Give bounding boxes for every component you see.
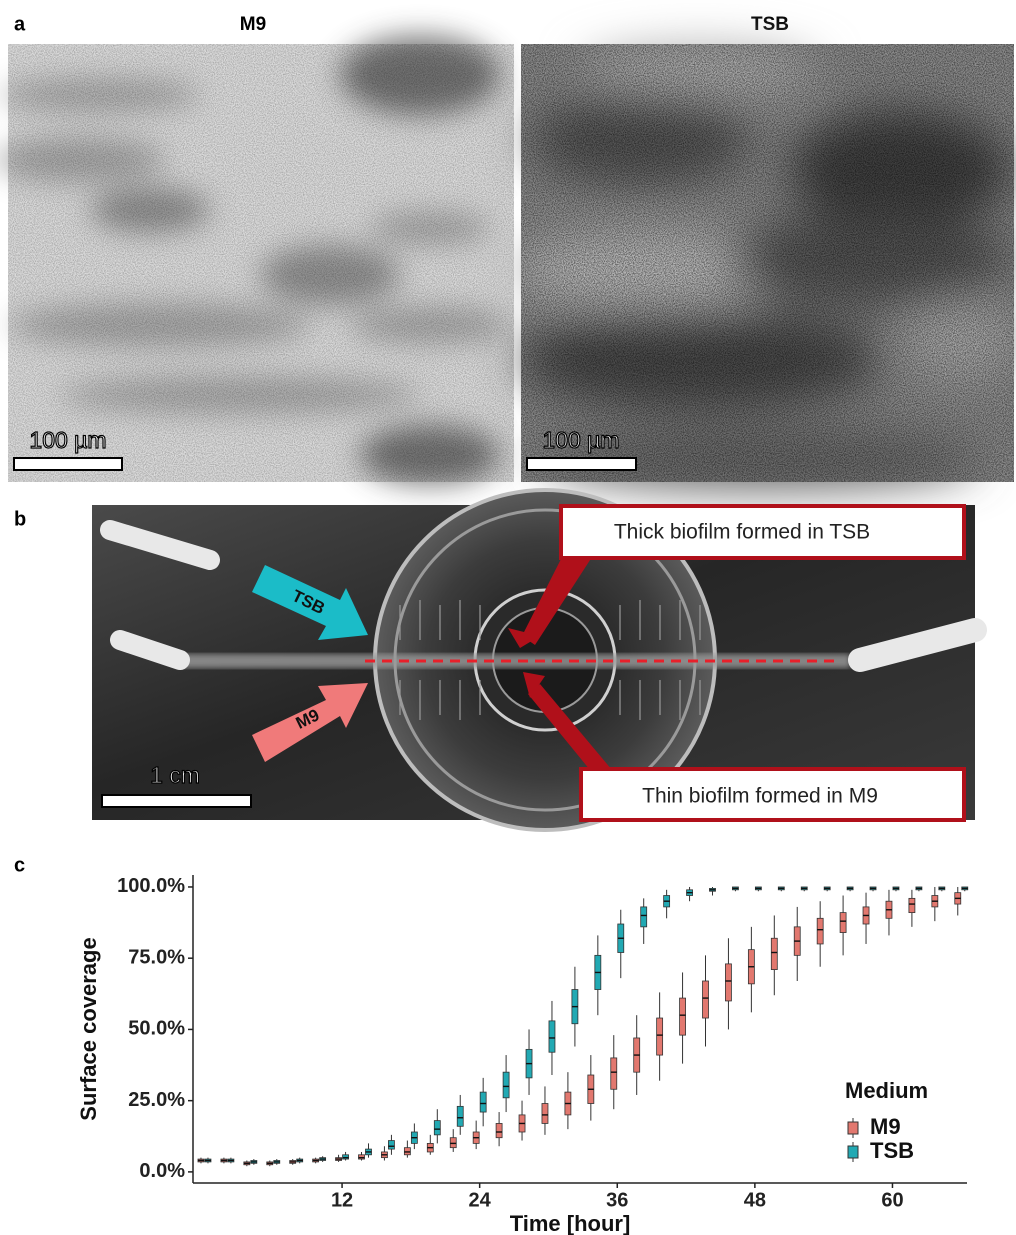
y-tick-label: 100.0% — [117, 875, 185, 897]
x-tick-label: 48 — [744, 1189, 766, 1211]
scale-label: 100 µm — [542, 427, 619, 453]
panel-label: a — [14, 13, 26, 35]
box — [816, 917, 824, 945]
box — [456, 1105, 464, 1127]
box — [449, 1137, 457, 1149]
box — [433, 1120, 441, 1136]
x-tick-label: 24 — [469, 1189, 492, 1211]
box — [839, 912, 847, 933]
y-tick-label: 75.0% — [128, 946, 185, 968]
box — [358, 1154, 365, 1160]
tsb-arrow: TSB — [252, 565, 368, 640]
box — [679, 997, 686, 1036]
legend-swatch — [847, 1121, 859, 1135]
box — [656, 1017, 664, 1056]
box — [502, 1071, 510, 1099]
legend-label: TSB — [870, 1138, 914, 1163]
legend-swatch — [847, 1145, 859, 1159]
box — [702, 980, 709, 1019]
box — [610, 1057, 618, 1090]
y-tick-label: 25.0% — [128, 1089, 185, 1111]
scale-bar — [13, 457, 123, 471]
micrograph-tsb — [510, 44, 1016, 490]
box — [479, 1091, 487, 1113]
scale-label: 1 cm — [150, 762, 200, 788]
box — [403, 1147, 411, 1156]
box-chart: 0.0% 25.0% 50.0% 75.0% 100.0% 12 24 36 48 60 Time … — [76, 875, 969, 1235]
x-axis-title: Time [hour] — [510, 1211, 631, 1235]
box — [640, 906, 648, 928]
x-tick-label: 36 — [606, 1189, 628, 1211]
image-title: M9 — [240, 14, 266, 35]
callout: Thick biofilm formed in TSB — [508, 504, 966, 648]
micrograph-m9 — [0, 35, 514, 485]
box — [725, 963, 732, 1002]
box — [388, 1140, 395, 1150]
box — [548, 1020, 556, 1053]
box — [541, 1103, 549, 1124]
scale-label: 100 µm — [29, 427, 106, 453]
box — [495, 1123, 503, 1139]
box — [908, 897, 916, 914]
panel-label: c — [14, 854, 25, 876]
y-tick-label: 0.0% — [139, 1160, 185, 1182]
x-tick-label: 12 — [331, 1189, 353, 1211]
x-tick-label: 60 — [881, 1189, 903, 1211]
legend-title: Medium — [845, 1078, 928, 1103]
y-tick-label: 50.0% — [128, 1018, 185, 1040]
callout-text: Thin biofilm formed in M9 — [642, 785, 878, 808]
panel-label: b — [14, 508, 26, 530]
box — [770, 937, 778, 970]
legend-label: M9 — [870, 1114, 901, 1139]
y-axis-title: Surface coverage — [76, 937, 101, 1120]
scale-bar — [101, 794, 252, 808]
callout: Thin biofilm formed in M9 — [523, 672, 966, 822]
scale-bar — [526, 457, 637, 471]
box — [342, 1154, 349, 1160]
callout-text: Thick biofilm formed in TSB — [614, 521, 870, 544]
image-title: TSB — [751, 14, 789, 35]
